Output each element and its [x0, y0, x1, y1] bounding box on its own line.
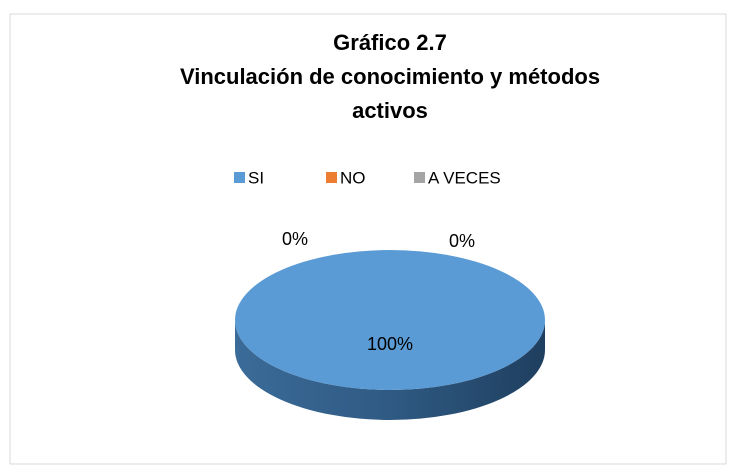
- chart-subtitle: Vinculación de conocimiento y métodos act…: [180, 64, 600, 123]
- legend-label: A VECES: [428, 168, 501, 187]
- data-label: 0%: [282, 229, 308, 249]
- legend-label: NO: [340, 168, 366, 187]
- legend-label: SI: [248, 168, 264, 187]
- legend-swatch: [234, 172, 245, 183]
- slice-top: [235, 250, 545, 390]
- data-label: 100%: [367, 334, 413, 354]
- data-label: 0%: [449, 231, 475, 251]
- slice: [235, 250, 545, 420]
- slice-side: [235, 320, 545, 420]
- chart-title: Gráfico 2.7: [333, 30, 447, 55]
- legend-swatch: [414, 172, 425, 183]
- legend-swatch: [326, 172, 337, 183]
